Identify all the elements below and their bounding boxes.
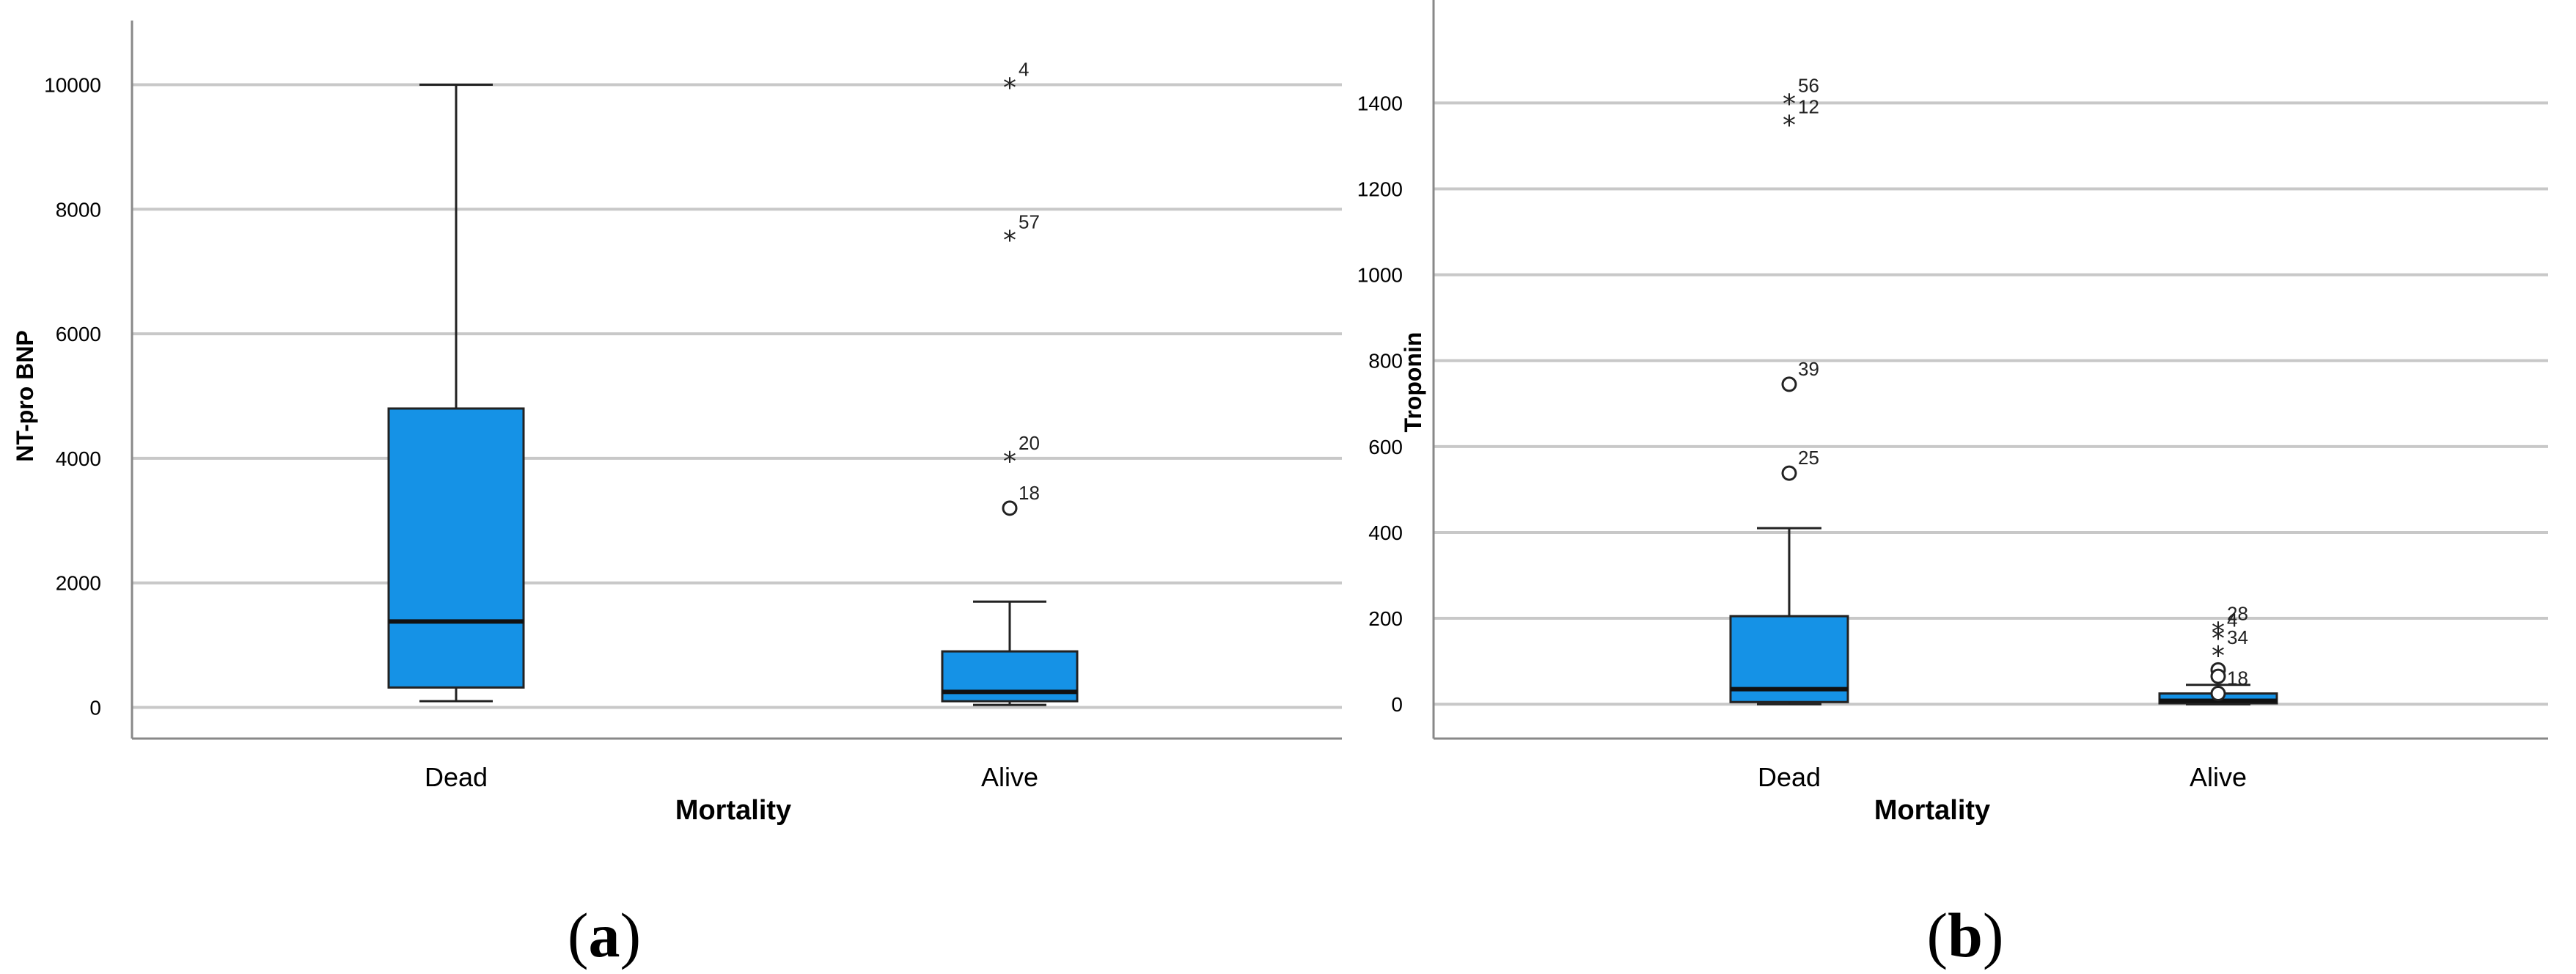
chart-a-category-label: Dead	[425, 762, 488, 792]
caption-a-open: (	[567, 900, 589, 970]
caption-b-close: )	[1982, 900, 2004, 970]
chart-a-ytick-label: 0	[89, 697, 101, 719]
chart-a-outlier-circle	[1002, 500, 1018, 516]
chart-a-outlier-label: 18	[1019, 482, 1040, 504]
chart-a-outlier-label: 4	[1019, 58, 1029, 80]
chart-b-ytick-label: 600	[1368, 436, 1403, 458]
chart-a-ylabel: NT-pro BNP	[12, 330, 38, 462]
chart-b-outlier-label: 28	[2227, 603, 2248, 625]
chart-a-ytick-label: 2000	[56, 572, 101, 595]
caption-a: (a)	[531, 898, 678, 972]
chart-b-outlier-label: 34	[2227, 626, 2248, 648]
chart-b-ytick-label: 400	[1368, 521, 1403, 544]
chart-b-outlier-star: *	[2212, 623, 2225, 653]
panel-a: 0 2000 4000 6000 8000 10000 NT-pro BNP Mortalit…	[0, 0, 1357, 865]
chart-a-outlier-star: *	[1003, 73, 1016, 103]
chart-a-outlier-label: 57	[1019, 210, 1040, 232]
chart-a-xlabel: Mortality	[675, 795, 791, 826]
chart-b-outlier-star: *	[1783, 111, 1796, 141]
chart-b-ytick-label: 1000	[1357, 264, 1403, 287]
chart-b-ytick-label: 200	[1368, 607, 1403, 630]
chart-b-ytick-label: 1200	[1357, 178, 1403, 201]
chart-b-ylabel: Troponin	[1400, 332, 1426, 433]
chart-b-outlier-label: 4	[2227, 609, 2237, 631]
panel-b: 0 200 400 600 800 1000 1200 1400 Troponin Mortali…	[1357, 0, 2576, 865]
chart-a-ytick-label: 8000	[56, 198, 101, 221]
caption-a-letter: a	[588, 900, 620, 970]
chart-b-outlier-star: *	[1783, 89, 1796, 119]
chart-b-xlabel: Mortality	[1874, 795, 1990, 826]
chart-a-outlier-star: *	[1003, 447, 1016, 477]
chart-b-outlier-label: 56	[1798, 74, 1819, 96]
chart-b-category-label: Dead	[1758, 762, 1821, 792]
chart-b-category-label: Alive	[2190, 762, 2247, 792]
caption-b-letter: b	[1948, 900, 1983, 970]
chart-b-outlier-circle	[1781, 376, 1797, 392]
chart-b-outlier-circle	[2210, 686, 2226, 702]
chart-b-outlier-star: *	[2212, 618, 2225, 648]
chart-b-ytick-label: 1400	[1357, 92, 1403, 114]
chart-a-outlier-label: 20	[1019, 432, 1040, 454]
chart-a-svg: 0 2000 4000 6000 8000 10000 NT-pro BNP Mortalit…	[12, 21, 1342, 826]
chart-b-outlier-label: 39	[1798, 358, 1819, 380]
chart-a-ytick-label: 4000	[56, 447, 101, 470]
chart-b-outlier-circle	[2210, 668, 2226, 684]
chart-a-ytick-label: 6000	[56, 323, 101, 345]
chart-a-category-label: Alive	[981, 762, 1038, 792]
chart-b-outlier-label: 18	[2227, 667, 2248, 689]
chart-b-outlier-label: 25	[1798, 447, 1819, 469]
chart-a-ytick-label: 10000	[44, 73, 101, 96]
caption-b: (b)	[1892, 898, 2039, 972]
chart-b-svg: 0 200 400 600 800 1000 1200 1400 Troponin Mortali…	[1357, 0, 2548, 826]
chart-b-outlier-circle	[1781, 465, 1797, 481]
chart-a-box	[387, 407, 525, 689]
chart-a-outlier-star: *	[1003, 225, 1016, 255]
caption-a-close: )	[620, 900, 642, 970]
chart-b-ytick-label: 800	[1368, 350, 1403, 373]
chart-b-ytick-label: 0	[1391, 693, 1403, 716]
chart-b-outlier-label: 12	[1798, 96, 1819, 118]
caption-b-open: (	[1926, 900, 1948, 970]
